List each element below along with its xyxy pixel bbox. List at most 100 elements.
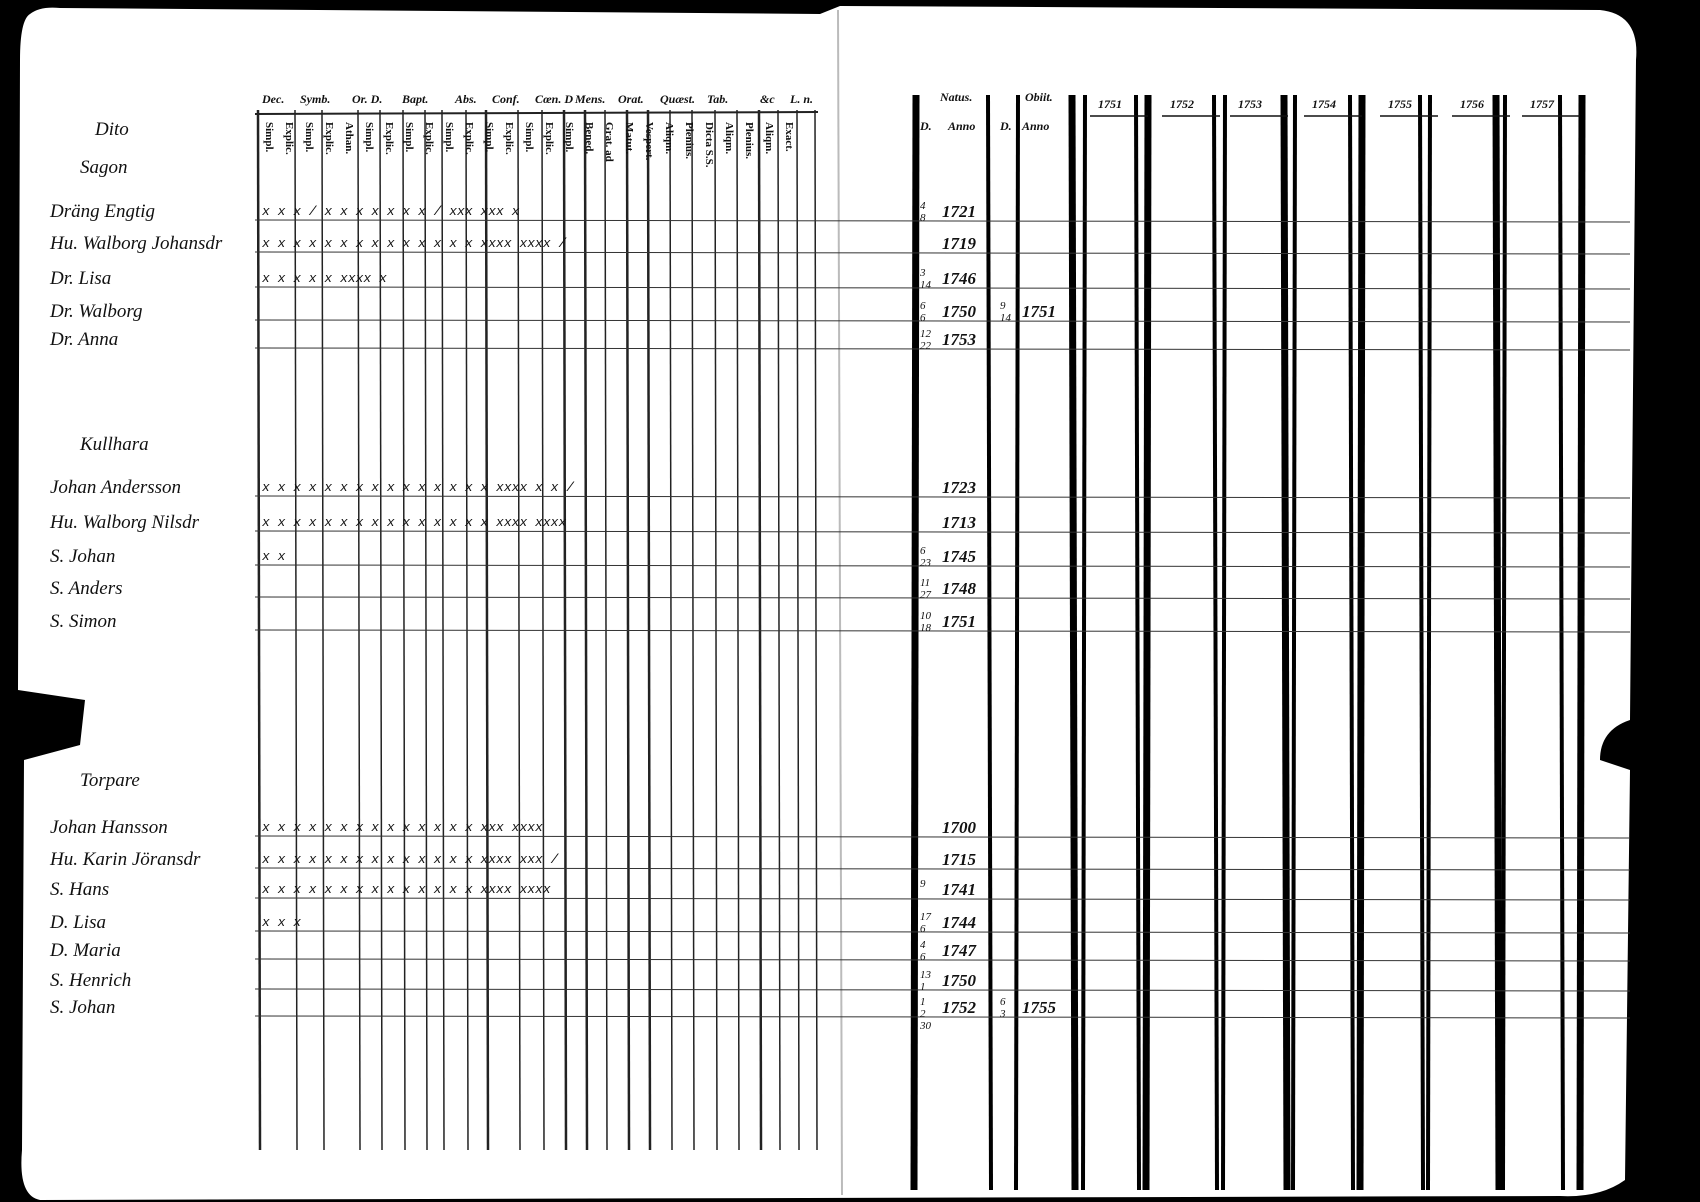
sub-heading: Bened.: [583, 122, 595, 154]
bold-rule: [1426, 94, 1432, 1191]
birth-day: 8: [920, 212, 926, 224]
bold-rule: [1576, 94, 1586, 1191]
natus-heading: Natus.: [939, 90, 972, 104]
person-name: S. Hans: [50, 879, 109, 900]
person-name: Hu. Karin Jöransdr: [49, 849, 201, 870]
birth-day: 27: [920, 589, 932, 601]
birth-day: 23: [920, 557, 932, 569]
person-name: Dr. Anna: [49, 329, 118, 350]
birth-year: 1751: [942, 612, 976, 631]
birth-year: 1719: [942, 234, 977, 253]
row-rule: [254, 629, 1631, 633]
column-heading: Orat.: [618, 92, 644, 106]
person-name: S. Simon: [50, 611, 117, 632]
sub-heading: Vespert.: [643, 122, 655, 161]
row-rule: [254, 319, 1631, 323]
sub-heading: Explic.: [543, 122, 555, 155]
sub-heading: Explic.: [383, 122, 395, 155]
household: Torpare: [80, 770, 140, 791]
exam-marks: x x x: [261, 915, 301, 930]
birth-year: 1750: [942, 971, 977, 990]
bold-rule: [1558, 94, 1565, 1191]
column-rule: [714, 109, 718, 1151]
birth-year: 1753: [942, 330, 977, 349]
birth-year: 1746: [942, 269, 977, 288]
birth-day: 3: [919, 267, 926, 279]
sub-heading: Simpl.: [523, 122, 535, 153]
bold-rule: [1081, 94, 1087, 1191]
birth-day: 6: [920, 545, 926, 557]
birth-day: 6: [920, 923, 926, 935]
year-heading: 1757: [1530, 97, 1555, 111]
exam-marks: x x x x x x x x x x x x x x x xxxx x x /: [261, 480, 575, 495]
sub-heading: Matut.: [623, 122, 635, 154]
sub-heading: Simpl.: [443, 122, 455, 153]
column-heading: Symb.: [300, 92, 330, 106]
person-name: D. Maria: [49, 940, 121, 961]
year-heading: 1751: [1098, 97, 1122, 111]
birth-day: 30: [919, 1020, 932, 1032]
sub-heading: Aliqm.: [723, 122, 735, 154]
exam-marks: x x x / x x x x x x x / xxx xxx x: [261, 204, 520, 219]
row-rule: [254, 495, 1631, 499]
sub-heading: Simpl.: [303, 122, 315, 153]
birth-day: 13: [920, 969, 932, 981]
sub-heading: Simpl.: [483, 122, 495, 153]
bold-rule: [1356, 94, 1366, 1191]
death-day: 3: [999, 1008, 1006, 1020]
row-rule: [254, 867, 1631, 871]
birth-day: 11: [920, 577, 930, 589]
death-year: 1755: [1022, 998, 1057, 1017]
bold-rule: [1418, 94, 1425, 1191]
bold-rule: [1291, 94, 1297, 1191]
household: Sagon: [80, 157, 128, 178]
birth-year: 1713: [942, 513, 977, 532]
column-rule: [691, 109, 695, 1151]
fold: [837, 9, 843, 1196]
anno-heading: Anno: [947, 119, 975, 133]
paper: [18, 6, 1637, 1200]
year-heading: 1752: [1170, 97, 1194, 111]
exam-marks: x x x x x x x x x x x x x x xxxx xxxx: [261, 882, 551, 897]
sub-heading: Explic.: [323, 122, 335, 155]
person-name: Dr. Lisa: [49, 268, 111, 289]
birth-year: 1752: [942, 998, 977, 1017]
anno-heading: Anno: [1021, 119, 1049, 133]
column-rule: [625, 109, 631, 1151]
bold-rule: [910, 94, 920, 1191]
person-name: S. Johan: [50, 546, 115, 567]
birth-day: 17: [920, 911, 932, 923]
person-name: Dr. Walborg: [49, 301, 143, 322]
birth-year: 1748: [942, 579, 977, 598]
year-heading: 1755: [1388, 97, 1412, 111]
day-heading: D.: [919, 119, 932, 133]
year-heading: 1754: [1312, 97, 1336, 111]
year-heading: 1753: [1238, 97, 1262, 111]
birth-day: 9: [920, 878, 926, 890]
sub-heading: Exact.: [783, 122, 795, 152]
birth-day: 18: [920, 622, 932, 634]
exam-marks: x x x x x x x x x x x x x x xxxx xxx /: [261, 852, 560, 867]
column-heading: Bapt.: [401, 92, 428, 106]
column-rule: [604, 109, 608, 1151]
row-rule: [254, 564, 1631, 568]
birth-day: 6: [920, 312, 926, 324]
column-heading: Or. D.: [352, 92, 382, 106]
column-rule: [669, 109, 673, 1151]
person-name: S. Henrich: [50, 970, 131, 991]
person-name: Hu. Walborg Nilsdr: [49, 512, 200, 533]
person-name: S. Johan: [50, 997, 115, 1018]
birth-day: 14: [920, 279, 932, 291]
birth-year: 1747: [942, 941, 978, 960]
column-heading: Tab.: [707, 92, 728, 106]
bold-rule: [1142, 94, 1152, 1191]
person-name: Johan Andersson: [50, 477, 181, 498]
column-heading: Abs.: [454, 92, 477, 106]
sub-heading: Simpl.: [403, 122, 415, 153]
birth-year: 1744: [942, 913, 976, 932]
sub-heading: Grat. ad: [603, 122, 615, 162]
column-heading: Mens.: [574, 92, 605, 106]
birth-day: 4: [920, 939, 926, 951]
birth-year: 1715: [942, 850, 977, 869]
